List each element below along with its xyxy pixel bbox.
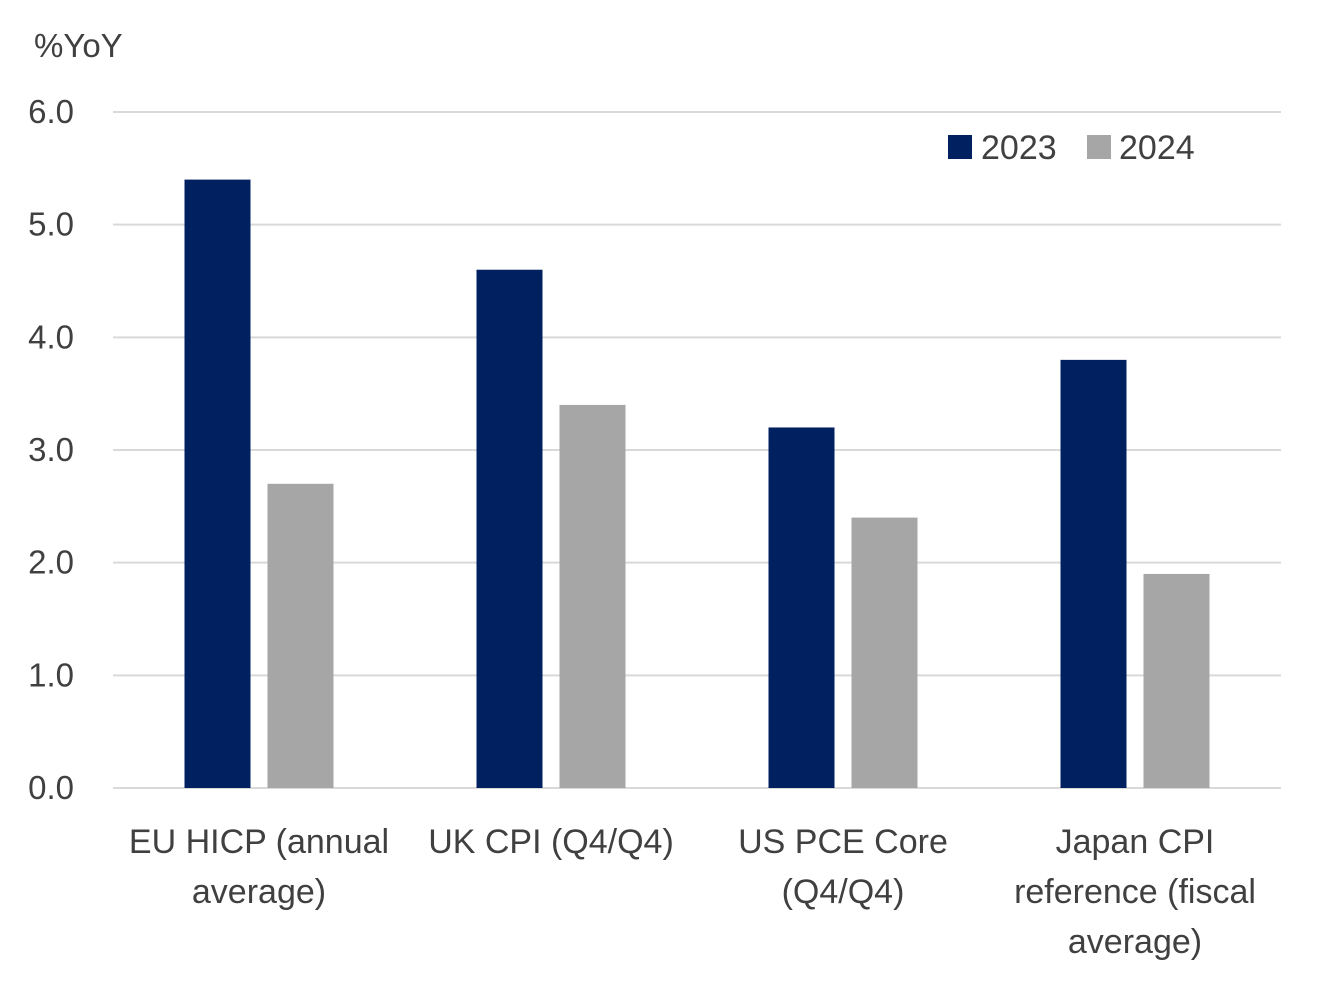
y-tick-label-0: 0.0 xyxy=(28,769,74,806)
legend: 2023 2024 xyxy=(948,129,1195,167)
legend-label-2023: 2023 xyxy=(981,129,1057,167)
bar-2024-cat-1 xyxy=(559,404,626,788)
category-label-0-line-1: average) xyxy=(192,873,326,911)
legend-swatch-2023 xyxy=(948,135,972,159)
category-label-2-line-0: US PCE Core xyxy=(738,823,948,861)
bar-2023-cat-1 xyxy=(476,269,543,788)
bars xyxy=(184,179,1210,789)
y-axis-unit-label: %YoY xyxy=(34,27,123,64)
bar-2023-cat-3 xyxy=(1060,359,1127,788)
category-label-3-line-2: average) xyxy=(1068,923,1202,961)
category-label-0-line-0: EU HICP (annual xyxy=(129,823,389,861)
x-axis-category-labels: EU HICP (annual average) UK CPI (Q4/Q4) US … xyxy=(129,823,1256,961)
bar-2024-cat-0 xyxy=(267,483,334,788)
legend-swatch-2024 xyxy=(1087,135,1111,159)
y-axis-ticks: 0.0 1.0 2.0 3.0 4.0 5.0 6.0 xyxy=(28,93,74,806)
y-tick-label-6: 6.0 xyxy=(28,93,74,130)
y-tick-label-2: 2.0 xyxy=(28,544,74,581)
bar-2024-cat-2 xyxy=(851,517,918,788)
legend-label-2024: 2024 xyxy=(1119,129,1195,167)
y-tick-label-5: 5.0 xyxy=(28,206,74,243)
y-tick-label-1: 1.0 xyxy=(28,656,74,693)
category-label-2-line-1: (Q4/Q4) xyxy=(782,873,905,911)
category-label-3-line-1: reference (fiscal xyxy=(1014,873,1256,911)
category-label-1-line-0: UK CPI (Q4/Q4) xyxy=(428,823,674,861)
bar-2023-cat-2 xyxy=(768,427,835,788)
bar-2023-cat-0 xyxy=(184,179,251,789)
y-tick-label-4: 4.0 xyxy=(28,318,74,355)
category-label-3-line-0: Japan CPI xyxy=(1056,823,1215,861)
bar-2024-cat-3 xyxy=(1143,573,1210,788)
y-tick-label-3: 3.0 xyxy=(28,431,74,468)
